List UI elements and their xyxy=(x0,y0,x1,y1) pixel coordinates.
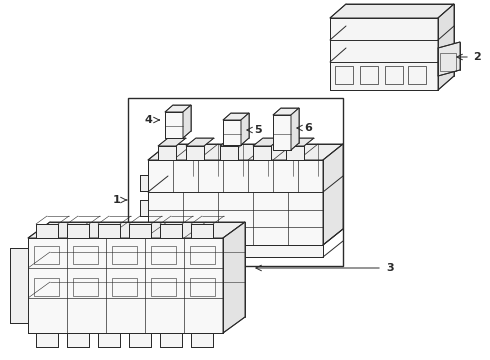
Polygon shape xyxy=(158,138,186,146)
Polygon shape xyxy=(36,224,58,238)
Polygon shape xyxy=(286,146,304,160)
Bar xyxy=(220,146,238,160)
Polygon shape xyxy=(98,224,120,238)
Polygon shape xyxy=(191,224,213,238)
Polygon shape xyxy=(140,175,148,191)
Polygon shape xyxy=(253,138,281,146)
Bar xyxy=(151,246,176,264)
Polygon shape xyxy=(67,333,89,347)
Bar xyxy=(253,146,271,160)
Polygon shape xyxy=(148,245,323,257)
Text: 6: 6 xyxy=(304,123,312,133)
Bar xyxy=(335,66,353,84)
Bar xyxy=(273,115,291,150)
Polygon shape xyxy=(28,222,245,238)
Bar xyxy=(34,246,59,264)
Polygon shape xyxy=(36,333,58,347)
Bar xyxy=(408,66,426,84)
Polygon shape xyxy=(291,108,299,150)
Polygon shape xyxy=(273,115,291,150)
Polygon shape xyxy=(140,225,148,241)
Bar xyxy=(385,66,403,84)
Bar xyxy=(158,146,176,160)
Polygon shape xyxy=(148,160,323,245)
Polygon shape xyxy=(241,113,249,145)
Bar xyxy=(128,98,343,266)
Polygon shape xyxy=(67,224,89,238)
Polygon shape xyxy=(129,224,151,238)
Polygon shape xyxy=(223,222,245,333)
Polygon shape xyxy=(273,108,299,115)
Polygon shape xyxy=(330,4,454,18)
Bar xyxy=(186,146,204,160)
Bar xyxy=(165,112,183,138)
Bar xyxy=(73,278,98,296)
Polygon shape xyxy=(165,112,183,138)
Text: 5: 5 xyxy=(254,125,262,135)
Polygon shape xyxy=(160,224,182,238)
Bar xyxy=(223,120,241,145)
Polygon shape xyxy=(129,333,151,347)
Polygon shape xyxy=(253,146,271,160)
Polygon shape xyxy=(220,138,248,146)
Polygon shape xyxy=(183,105,191,138)
Text: 2: 2 xyxy=(473,52,481,62)
Polygon shape xyxy=(223,113,249,120)
Polygon shape xyxy=(323,144,343,245)
Polygon shape xyxy=(28,238,223,333)
Polygon shape xyxy=(186,138,214,146)
Bar xyxy=(151,278,176,296)
Text: 1: 1 xyxy=(113,195,121,205)
Polygon shape xyxy=(223,120,241,145)
Bar xyxy=(73,246,98,264)
Bar xyxy=(112,278,137,296)
Text: 3: 3 xyxy=(386,263,394,273)
Bar xyxy=(34,278,59,296)
Polygon shape xyxy=(220,146,238,160)
Text: 4: 4 xyxy=(144,115,152,125)
Bar xyxy=(190,246,215,264)
Bar xyxy=(440,53,456,71)
Polygon shape xyxy=(158,146,176,160)
Bar xyxy=(112,246,137,264)
Polygon shape xyxy=(140,200,148,216)
Polygon shape xyxy=(330,18,438,90)
Polygon shape xyxy=(186,146,204,160)
Polygon shape xyxy=(191,333,213,347)
Polygon shape xyxy=(286,138,314,146)
Polygon shape xyxy=(98,333,120,347)
Bar xyxy=(330,18,438,90)
Bar xyxy=(286,146,304,160)
Polygon shape xyxy=(438,4,454,90)
Polygon shape xyxy=(160,333,182,347)
Polygon shape xyxy=(438,42,460,76)
Polygon shape xyxy=(10,248,28,323)
Bar xyxy=(190,278,215,296)
Bar xyxy=(360,66,378,84)
Polygon shape xyxy=(148,144,343,160)
Polygon shape xyxy=(165,105,191,112)
